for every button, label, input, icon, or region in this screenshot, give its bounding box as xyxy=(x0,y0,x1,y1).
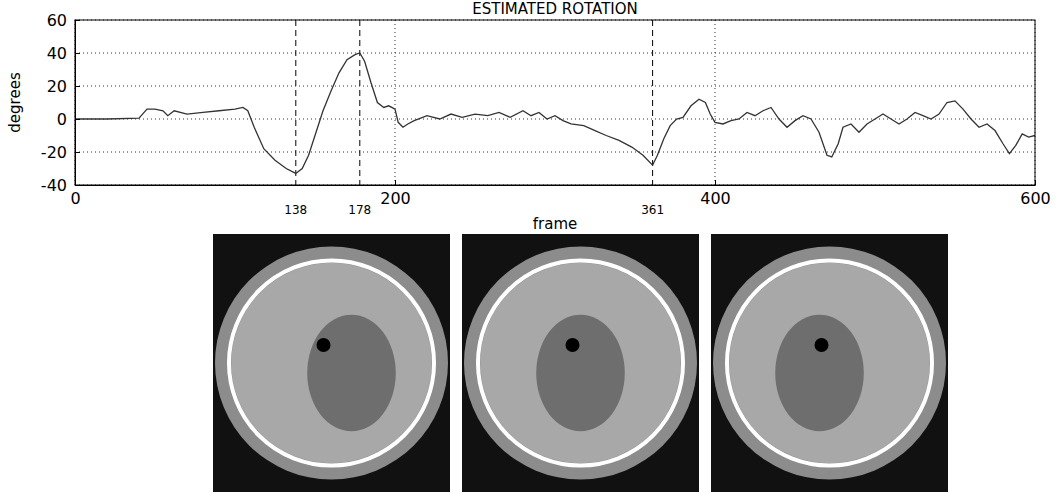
y-axis-title: degrees xyxy=(6,72,24,133)
y-axis-line xyxy=(75,21,76,186)
panel-background xyxy=(213,234,450,492)
y-tick: 40 xyxy=(47,44,80,63)
y-tick-mark xyxy=(75,185,80,186)
x-tick-mark xyxy=(395,180,396,185)
y-tick: -20 xyxy=(41,143,80,162)
annotations: 138 178 361 xyxy=(284,20,664,217)
panel-outer-ring xyxy=(215,247,448,480)
image-panel xyxy=(213,234,450,492)
panel-inner-disc xyxy=(729,263,929,463)
annotation-label: 138 xyxy=(284,203,307,217)
annotation-line xyxy=(359,20,360,185)
rotation-line xyxy=(75,53,1035,173)
grid xyxy=(75,20,1035,185)
panel-center-dot xyxy=(566,338,580,352)
y-tick-mark xyxy=(75,20,80,21)
annotation-line xyxy=(295,20,296,185)
y-tick-mark xyxy=(75,53,80,54)
annotation-line xyxy=(652,20,653,185)
plot-frame xyxy=(75,20,1035,185)
grid-line xyxy=(715,20,716,185)
panel-outer-ring xyxy=(713,247,946,480)
y-tick-label: -40 xyxy=(41,176,67,195)
y-tick-mark xyxy=(75,119,80,120)
panel-face xyxy=(307,315,396,432)
x-tick-mark xyxy=(1035,180,1036,185)
x-tick: 600 xyxy=(1020,180,1051,208)
annotation-label: 361 xyxy=(641,203,664,217)
y-tick: 0 xyxy=(57,110,80,129)
panel-center-dot xyxy=(815,338,829,352)
y-tick: 60 xyxy=(47,11,80,30)
x-tick: 400 xyxy=(700,180,731,208)
panel-face xyxy=(536,315,625,432)
grid-line xyxy=(75,53,1035,54)
y-tick-mark xyxy=(75,152,80,153)
panel-background xyxy=(711,234,948,492)
panel-white-ring xyxy=(727,260,932,465)
panel-white-ring xyxy=(478,260,683,465)
image-panel xyxy=(711,234,948,492)
image-panel xyxy=(462,234,699,492)
y-tick-label: 40 xyxy=(47,44,67,63)
y-tick: -40 xyxy=(41,176,80,195)
annotation-label: 178 xyxy=(348,203,371,217)
x-tick-label: 0 xyxy=(70,189,80,208)
x-axis-line xyxy=(76,185,1036,186)
x-axis-title: frame xyxy=(533,215,577,233)
x-tick-label: 200 xyxy=(380,189,411,208)
grid-line xyxy=(75,86,1035,87)
x-tick-label: 400 xyxy=(700,189,731,208)
y-tick-label: 0 xyxy=(57,110,67,129)
x-tick-label: 600 xyxy=(1020,189,1051,208)
panel-outer-ring xyxy=(464,247,697,480)
x-tick-mark xyxy=(715,180,716,185)
chart: 138 178 361 0 200 400 600 -40 -20 0 20 40 60 ESTIMATE… xyxy=(0,0,1059,496)
grid-line xyxy=(395,20,396,185)
grid-line xyxy=(75,152,1035,153)
panel-white-ring xyxy=(229,260,434,465)
panel-center-dot xyxy=(317,338,331,352)
panel-background xyxy=(462,234,699,492)
panel-inner-disc xyxy=(480,263,680,463)
y-axis: -40 -20 0 20 40 60 xyxy=(41,11,80,195)
x-axis: 0 200 400 600 xyxy=(70,180,1050,208)
y-tick-label: 20 xyxy=(47,77,67,96)
panel-inner-disc xyxy=(231,263,431,463)
y-tick-mark xyxy=(75,86,80,87)
y-tick: 20 xyxy=(47,77,80,96)
x-tick: 200 xyxy=(380,180,411,208)
y-tick-label: 60 xyxy=(47,11,67,30)
chart-title: ESTIMATED ROTATION xyxy=(472,0,638,18)
plot-area xyxy=(75,53,1035,173)
y-tick-label: -20 xyxy=(41,143,67,162)
panel-face xyxy=(775,315,864,432)
